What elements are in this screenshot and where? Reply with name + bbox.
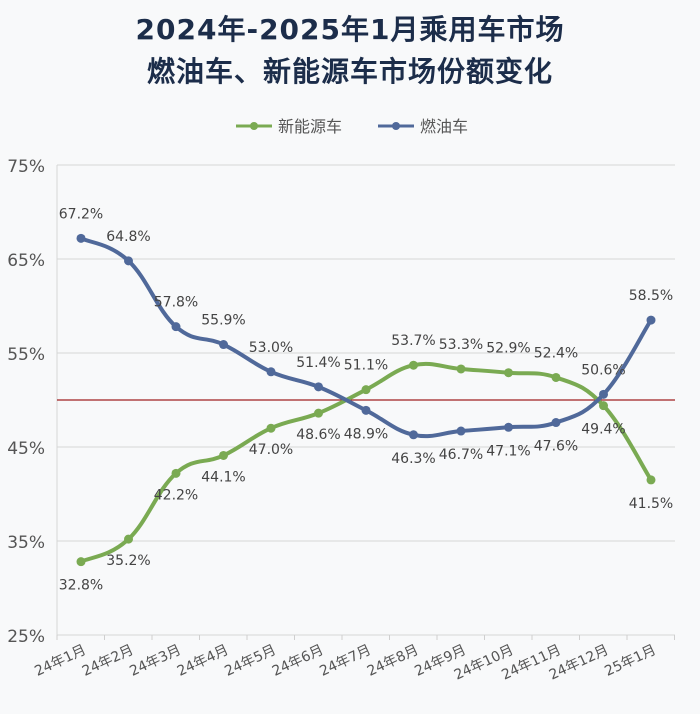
y-tick-label: 65% (7, 251, 45, 271)
chart-subtitle: 燃油车、新能源车市场份额变化 (146, 55, 553, 88)
data-label-fuel: 47.6% (534, 439, 578, 455)
point-fuel (599, 389, 608, 399)
x-tick-label: 25年1月 (602, 642, 658, 680)
data-label-nev: 52.4% (534, 345, 578, 361)
data-label-nev: 48.6% (296, 427, 340, 443)
point-nev (551, 372, 561, 382)
point-fuel (456, 426, 466, 436)
point-nev (314, 408, 323, 418)
x-tick-label: 24年5月 (222, 642, 278, 680)
x-tick-label: 24年4月 (175, 642, 231, 680)
data-label-fuel: 58.5% (629, 288, 673, 304)
point-nev (171, 468, 181, 478)
data-label-nev: 53.3% (439, 337, 483, 353)
point-nev (361, 385, 371, 395)
data-label-nev: 44.1% (201, 469, 245, 485)
legend-label-fuel: 燃油车 (420, 117, 468, 136)
x-tick-label: 24年1月 (32, 642, 88, 680)
point-fuel (266, 367, 276, 377)
data-label-fuel: 50.6% (581, 362, 625, 378)
legend-marker (392, 122, 400, 130)
data-label-nev: 35.2% (106, 553, 150, 569)
point-fuel (76, 233, 86, 243)
data-label-fuel: 48.9% (344, 426, 388, 442)
y-tick-label: 45% (7, 439, 45, 459)
x-tick-label: 24年3月 (127, 642, 183, 680)
data-label-nev: 32.8% (59, 578, 103, 594)
data-label-nev: 41.5% (629, 496, 673, 512)
x-tick-label: 24年2月 (80, 642, 136, 680)
point-nev (599, 401, 608, 411)
data-label-fuel: 55.9% (201, 313, 245, 329)
data-label-fuel: 51.4% (296, 355, 340, 371)
y-tick-label: 55% (7, 345, 45, 365)
legend-label-nev: 新能源车 (278, 117, 342, 136)
data-label-fuel: 53.0% (249, 340, 293, 356)
point-nev (456, 364, 466, 374)
data-label-nev: 47.0% (249, 442, 293, 458)
point-nev (646, 475, 656, 485)
data-label-nev: 53.7% (391, 333, 435, 349)
point-fuel (314, 382, 323, 392)
point-nev (266, 423, 276, 433)
y-tick-label: 25% (7, 627, 45, 647)
point-fuel (646, 315, 656, 325)
point-nev (409, 360, 418, 370)
point-fuel (171, 322, 181, 332)
x-tick-label: 24年6月 (270, 642, 326, 680)
data-label-fuel: 64.8% (106, 229, 150, 245)
chart-title: 2024年-2025年1月乘用车市场 (135, 13, 565, 46)
point-fuel (504, 422, 513, 432)
y-tick-label: 75% (7, 157, 45, 177)
point-fuel (409, 430, 418, 440)
legend-marker (250, 122, 258, 130)
point-fuel (361, 405, 371, 415)
data-label-fuel: 46.3% (391, 451, 435, 467)
point-nev (219, 450, 228, 460)
point-nev (504, 368, 513, 378)
data-label-fuel: 67.2% (59, 206, 103, 222)
data-label-nev: 49.4% (581, 422, 625, 438)
point-fuel (551, 418, 561, 428)
point-nev (76, 557, 86, 567)
point-fuel (124, 256, 133, 266)
point-nev (124, 534, 133, 544)
data-label-nev: 42.2% (154, 487, 198, 503)
data-label-nev: 52.9% (486, 341, 530, 357)
data-label-nev: 51.1% (344, 358, 388, 374)
x-tick-label: 24年7月 (317, 642, 373, 680)
x-tick-label: 24年8月 (365, 642, 421, 680)
data-label-fuel: 47.1% (486, 443, 530, 459)
y-tick-label: 35% (7, 533, 45, 553)
data-label-fuel: 46.7% (439, 447, 483, 463)
point-fuel (219, 340, 228, 350)
data-label-fuel: 57.8% (154, 295, 198, 311)
